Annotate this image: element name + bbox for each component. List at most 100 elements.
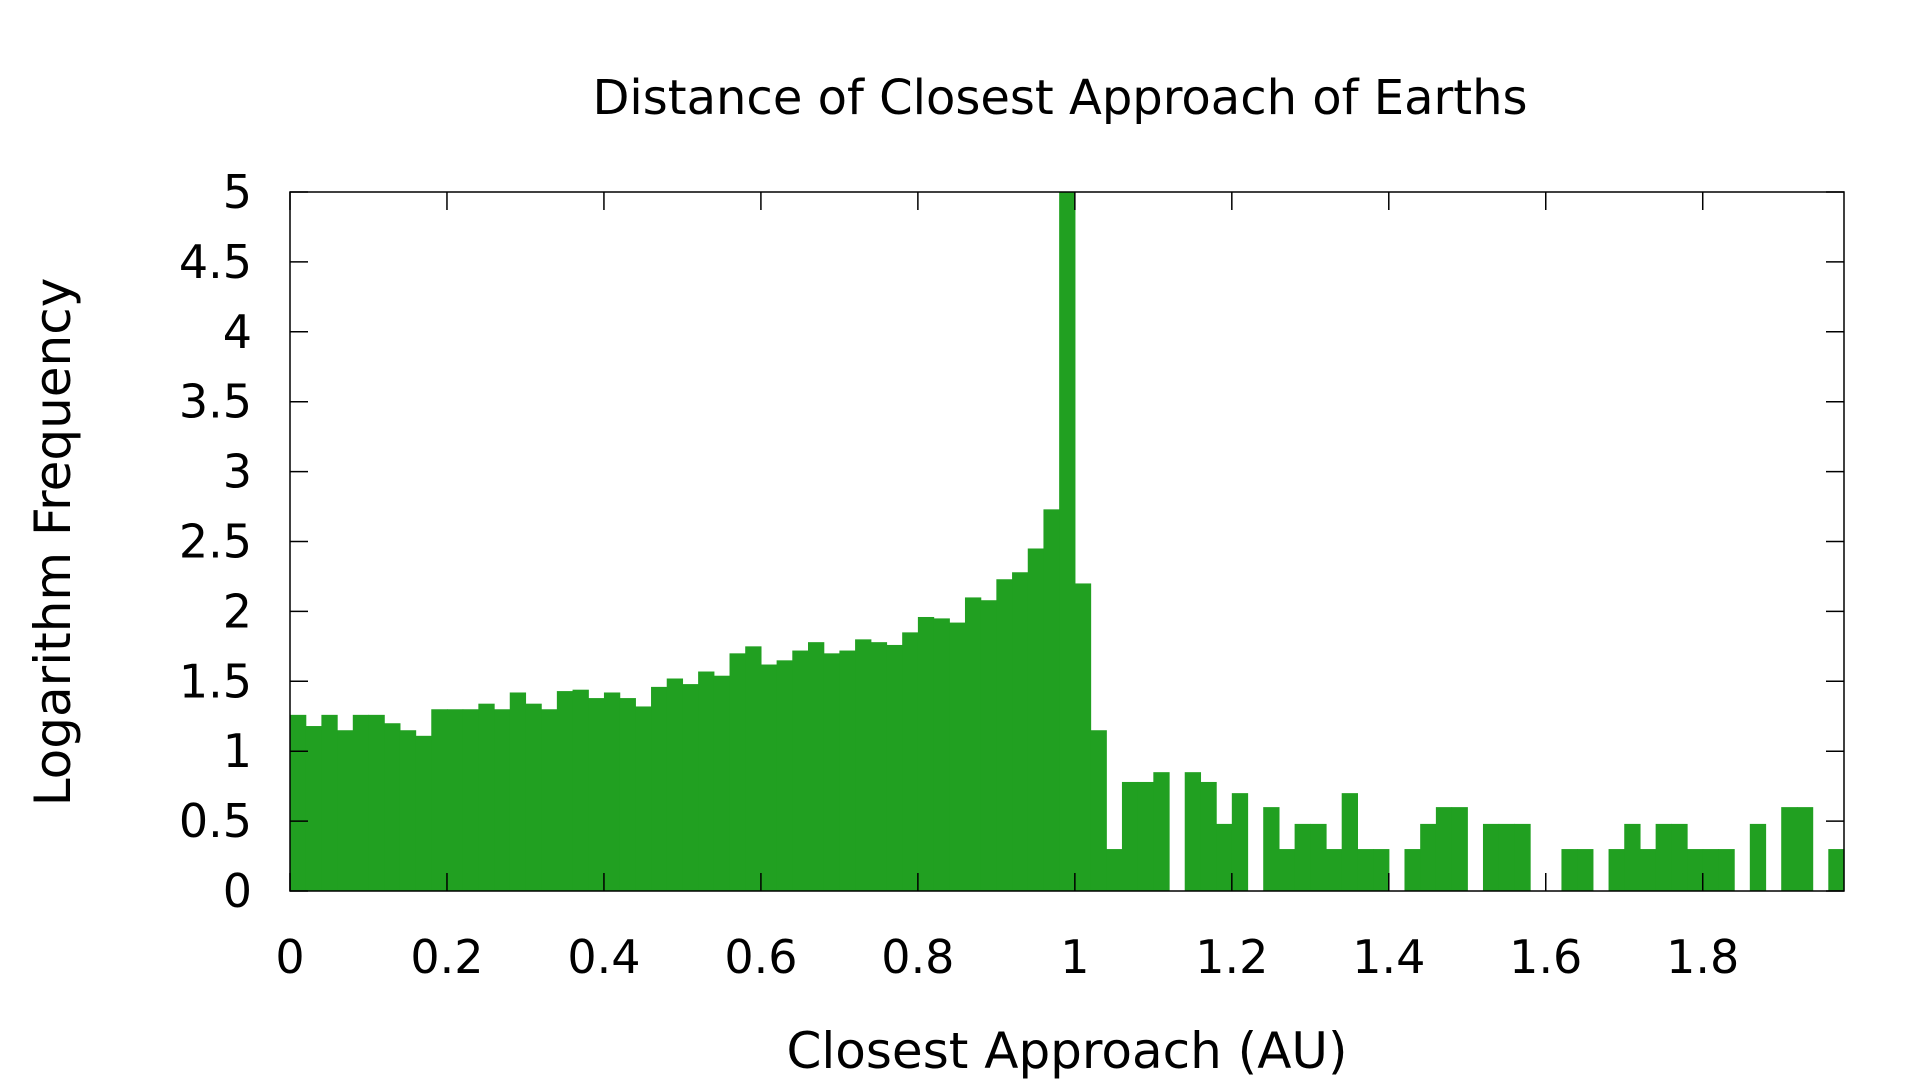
y-tick-label: 3.5 <box>179 375 252 429</box>
histogram-bar <box>682 684 699 891</box>
histogram-bar <box>1718 849 1735 891</box>
histogram-bar <box>1153 772 1170 891</box>
x-tick-label: 0 <box>275 930 304 984</box>
x-tick-label: 1 <box>1060 930 1089 984</box>
histogram-bar <box>1373 849 1390 891</box>
histogram-bar <box>917 616 935 891</box>
x-tick-label: 0.4 <box>567 930 640 984</box>
histogram-bar <box>1027 548 1045 891</box>
histogram-bar <box>1702 849 1720 891</box>
x-tick-labels: 0 0.2 0.4 0.6 0.8 1 1.2 1.4 1.6 1.8 <box>275 930 1739 984</box>
histogram-bar <box>949 622 966 891</box>
histogram-bar <box>698 671 715 891</box>
histogram-bar <box>1310 823 1327 891</box>
x-tick-label: 0.6 <box>724 930 797 984</box>
histogram-bar <box>839 650 856 891</box>
histogram-bar <box>478 703 495 891</box>
y-tick-label: 4 <box>223 305 252 359</box>
histogram-bar <box>1294 823 1311 891</box>
x-tick-label: 0.8 <box>881 930 954 984</box>
histogram-bar <box>1781 807 1798 891</box>
histogram-bar <box>996 579 1013 891</box>
histogram-bar <box>1341 793 1358 891</box>
histogram-bar <box>870 642 888 891</box>
histogram-bar <box>352 714 370 891</box>
histogram-bar <box>1059 192 1076 891</box>
histogram-bar <box>1043 509 1060 891</box>
x-tick-label: 1.8 <box>1666 930 1739 984</box>
y-tick-label: 2.5 <box>179 515 252 569</box>
histogram-bar <box>399 730 417 891</box>
histogram-bar <box>933 618 950 891</box>
histogram-bar <box>1624 823 1641 891</box>
histogram-bar <box>760 664 778 891</box>
chart-title: Distance of Closest Approach of Earths <box>592 70 1527 126</box>
histogram-bar <box>1749 823 1767 891</box>
histogram-bar <box>619 698 636 891</box>
histogram-bar <box>1796 807 1814 891</box>
histogram-bar <box>494 709 511 891</box>
y-tick-label: 0 <box>223 864 252 918</box>
histogram-bar <box>572 689 589 891</box>
y-tick-label: 5 <box>223 165 252 219</box>
histogram-bar <box>1121 781 1139 891</box>
y-axis-label: Logarithm Frequency <box>24 278 82 807</box>
histogram-bar <box>1231 793 1249 891</box>
histogram-bar <box>729 653 746 891</box>
y-tick-label: 3 <box>223 445 252 499</box>
histogram-bar <box>1828 849 1845 891</box>
histogram-bar <box>1577 849 1594 891</box>
histogram-bar <box>603 692 621 891</box>
histogram-bar <box>525 703 542 891</box>
y-tick-label: 0.5 <box>179 794 252 848</box>
histogram-bar <box>337 730 354 891</box>
histogram-bar <box>1608 849 1625 891</box>
y-tick-label: 1 <box>223 724 252 778</box>
histogram-bar <box>1420 823 1437 891</box>
histogram-bar <box>823 653 840 891</box>
histogram-bar <box>1655 823 1672 891</box>
histogram-bar <box>902 632 919 891</box>
histogram-bar <box>1263 807 1280 891</box>
axis-ticks <box>289 191 1844 892</box>
x-tick-label: 0.2 <box>410 930 483 984</box>
y-tick-label: 4.5 <box>179 235 252 289</box>
histogram-bar <box>431 709 448 891</box>
y-tick-labels: 0 0.5 1 1.5 2 2.5 3 3.5 4 4.5 5 <box>179 165 252 918</box>
histogram-bar <box>305 726 322 891</box>
histogram-bar <box>1514 823 1531 891</box>
y-tick-label: 1.5 <box>179 654 252 708</box>
histogram-bar <box>808 642 825 891</box>
histogram-bar <box>1357 849 1374 891</box>
histogram-bar <box>1012 572 1029 891</box>
x-tick-label: 1.2 <box>1195 930 1268 984</box>
histogram-bar <box>1137 781 1154 891</box>
histogram-bar <box>1090 730 1107 891</box>
histogram-bar <box>1200 781 1217 891</box>
histogram-bar <box>384 723 401 891</box>
histogram-bar <box>745 646 762 891</box>
histogram-bar <box>1326 849 1343 891</box>
histogram-bar <box>666 678 684 891</box>
histogram-bar <box>321 714 338 891</box>
histogram-bar <box>713 675 731 891</box>
histogram-bar <box>1451 807 1468 891</box>
histogram-bar <box>776 660 793 891</box>
histogram-bar <box>980 600 997 891</box>
histogram-bar <box>1106 849 1123 891</box>
histogram-bar <box>1435 807 1453 891</box>
histogram-bar <box>509 692 527 891</box>
x-axis-label: Closest Approach (AU) <box>786 1022 1347 1080</box>
histogram-bar <box>588 698 605 891</box>
histogram-bar <box>290 714 307 891</box>
histogram-bar <box>635 706 652 891</box>
histogram-bar <box>1074 583 1092 891</box>
histogram-bar <box>1639 849 1657 891</box>
histogram-bar <box>446 709 464 891</box>
histogram-bar <box>1404 849 1421 891</box>
histogram-bar <box>964 597 982 891</box>
histogram-bar <box>462 709 479 891</box>
histogram-bar <box>651 686 668 891</box>
